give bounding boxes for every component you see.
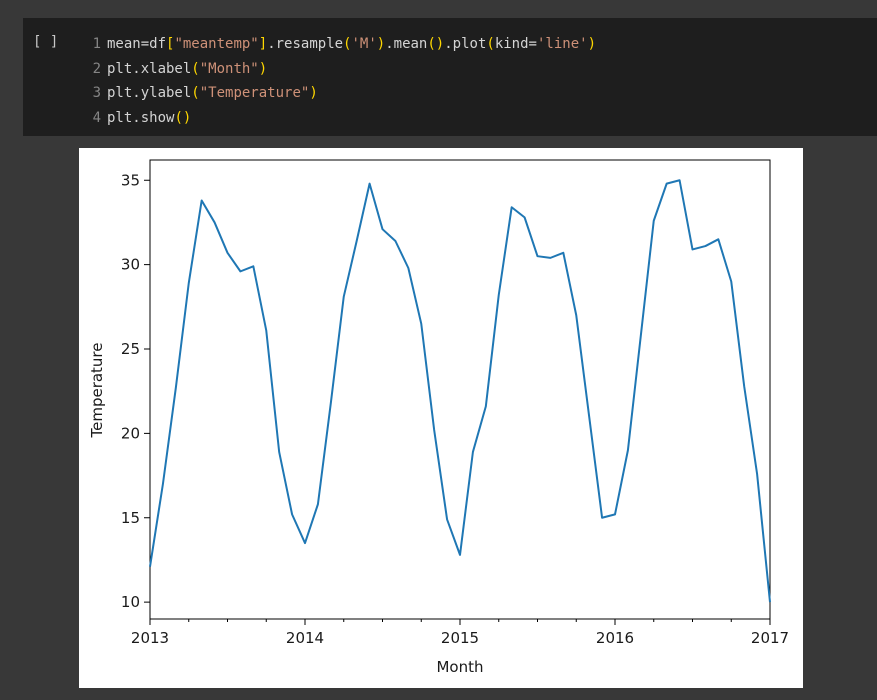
line-number: 1 (92, 36, 101, 52)
code-token: plt.xlabel (107, 60, 192, 77)
line-number: 4 (92, 109, 101, 126)
x-tick-label: 2016 (596, 629, 634, 647)
code-token: () (174, 109, 192, 126)
code-token: "Temperature" (199, 85, 310, 101)
x-axis-label: Month (436, 658, 483, 676)
x-tick-label: 2015 (441, 629, 479, 647)
code-token: ) (258, 60, 268, 77)
code-token: ) (309, 85, 318, 101)
y-tick-label: 15 (121, 509, 140, 527)
y-axis-label: Temperature (88, 342, 106, 438)
code-token: ) (587, 36, 596, 52)
cell-output: 10 15 20 25 30 35 2013 2014 2015 2016 2017 Month … (79, 148, 803, 688)
code-token: 'line' (536, 36, 588, 52)
line-number: 3 (92, 85, 101, 101)
line-number: 2 (92, 60, 101, 77)
code-token: ( (191, 85, 200, 101)
code-token: ) (376, 36, 386, 52)
code-token: ( (486, 36, 495, 52)
code-editor[interactable]: 1 mean=df["meantemp"].resample('M').mean(… (85, 32, 596, 130)
code-token: 'M' (351, 36, 377, 52)
code-token: plt.show (107, 109, 175, 126)
series-line (149, 179, 771, 603)
code-token: kind= (494, 36, 537, 52)
code-token: ( (191, 60, 200, 77)
y-tick-label: 35 (121, 171, 140, 189)
code-line: 3 plt.ylabel("Temperature") (85, 81, 596, 106)
code-token: .mean (385, 36, 428, 52)
x-tick-label: 2013 (131, 629, 169, 647)
code-line: 1 mean=df["meantemp"].resample('M').mean(… (85, 32, 596, 57)
code-token: .resample (267, 36, 344, 52)
code-token: plt.ylabel (107, 85, 192, 101)
code-token: () (427, 36, 445, 52)
code-cell[interactable]: [ ] 1 mean=df["meantemp"].resample('M').m… (23, 18, 877, 136)
code-token: .plot (444, 36, 487, 52)
code-token: "meantemp" (174, 36, 259, 52)
code-line: 2 plt.xlabel("Month") (85, 57, 596, 82)
code-token: ] (258, 36, 268, 52)
code-token: "Month" (199, 60, 259, 77)
code-token: mean=df (107, 36, 167, 52)
code-token: [ (166, 36, 175, 52)
y-tick-label: 20 (121, 424, 140, 442)
y-tick-label: 10 (121, 593, 140, 611)
code-token: ( (343, 36, 352, 52)
run-cell-button[interactable]: [ ] (33, 34, 59, 50)
code-line: 4 plt.show() (85, 106, 596, 131)
y-tick-label: 30 (121, 256, 140, 274)
x-tick-label: 2014 (286, 629, 324, 647)
x-tick-label: 2017 (751, 629, 789, 647)
y-tick-label: 25 (121, 340, 140, 358)
